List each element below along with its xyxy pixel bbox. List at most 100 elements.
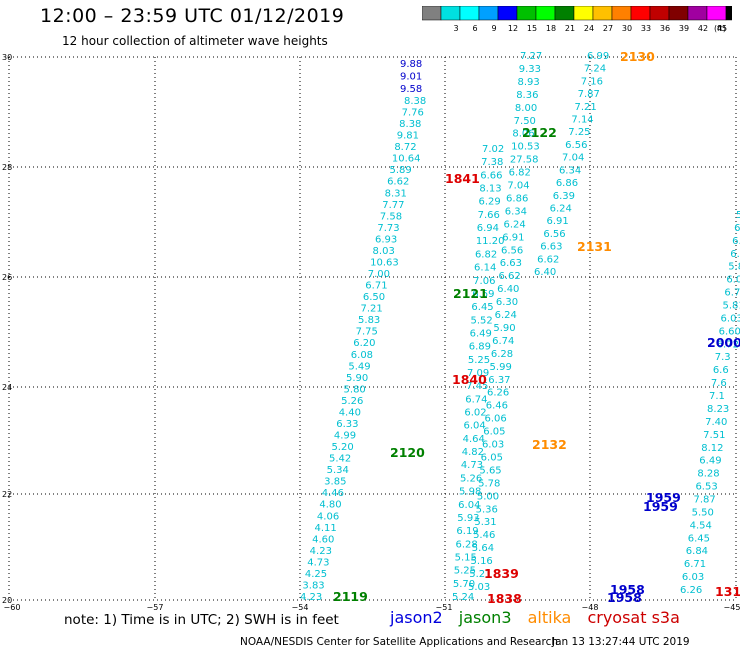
wave-height-value: 6.6	[713, 365, 729, 376]
pass-time-label: 1958	[607, 590, 642, 605]
wave-height-value: 6.45	[688, 533, 710, 544]
wave-height-value: 5.64	[472, 543, 494, 554]
wave-height-value: 9.01	[400, 72, 422, 83]
wave-height-value: 6.26	[680, 585, 702, 596]
wave-height-value: 6.84	[686, 546, 708, 557]
longitude-tick-label: −54	[292, 603, 309, 610]
wave-height-value: 5.99	[490, 362, 512, 373]
wave-height-value: 4.23	[310, 546, 332, 557]
wave-height-value: 6.45	[471, 302, 493, 313]
wave-height-value: 6.28	[456, 539, 478, 550]
color-scale-label: 42	[698, 24, 708, 33]
wave-height-value: 6.60	[719, 326, 740, 337]
wave-height-value: 8.31	[385, 188, 407, 199]
wave-height-value: 7.50	[514, 116, 536, 127]
wave-height-value: 9.33	[519, 64, 541, 75]
wave-height-value: 4.73	[307, 557, 329, 568]
wave-height-value: 8.72	[394, 142, 416, 153]
wave-height-value: 7.1	[709, 391, 725, 402]
wave-height-value: 6.34	[505, 206, 527, 217]
wave-height-value: 6.04	[463, 421, 485, 432]
legend-jason3: jason3	[458, 608, 512, 627]
wave-height-value: 8.93	[517, 77, 539, 88]
wave-height-value: 4.60	[312, 534, 334, 545]
wave-height-value: 6.05	[481, 452, 503, 463]
wave-height-value: 7.06	[473, 276, 495, 287]
wave-height-value: 6.33	[336, 419, 358, 430]
wave-height-value: 4.82	[462, 447, 484, 458]
page-title: 12:00 – 23:59 UTC 01/12/2019	[40, 5, 345, 27]
legend-cryosat-s3a: cryosat s3a	[587, 608, 680, 627]
wave-height-value: 7.40	[705, 417, 727, 428]
wave-height-value: 7.00	[368, 269, 390, 280]
wave-height-value: 7.76	[402, 108, 424, 119]
wave-height-value: 6.14	[474, 263, 496, 274]
wave-height-value: 7.16	[581, 76, 603, 87]
wave-height-value: 6.06	[484, 414, 506, 425]
footer-note: note: 1) Time is in UTC; 2) SWH is in fe…	[64, 612, 339, 628]
wave-height-value: 6.71	[724, 288, 740, 299]
latitude-tick-label: 26	[2, 273, 12, 282]
wave-height-value: 8.13	[479, 184, 501, 195]
wave-height-value: 5.70	[453, 579, 475, 590]
wave-height-value: 6.26	[487, 388, 509, 399]
pass-labels: 2130 2122 1841 2131 2121 2000 1840 2132 2120 1959…	[333, 49, 740, 606]
wave-height-value: 6.04	[458, 500, 480, 511]
color-scale-label: 30	[622, 24, 632, 33]
wave-height-value: 4.25	[305, 569, 327, 580]
wave-height-value: 6.56	[501, 245, 523, 256]
wave-height-value: 6.34	[559, 165, 581, 176]
color-scale-label: 21	[565, 24, 575, 33]
wave-height-value: 6.03	[721, 313, 740, 324]
wave-height-value: 4.11	[315, 523, 337, 534]
wave-height-value: 6.49	[470, 328, 492, 339]
wave-height-value: 4.64	[463, 434, 485, 445]
footer-credit: NOAA/NESDIS Center for Satellite Applica…	[240, 636, 558, 648]
wave-height-value: 7.3	[715, 352, 731, 363]
wave-height-value: 7.27	[520, 51, 542, 62]
wave-height-value: 7.21	[575, 102, 597, 113]
pass-time-label: 1840	[452, 372, 487, 387]
wave-height-value: 7.51	[703, 430, 725, 441]
color-scale-label: 3	[453, 24, 458, 33]
wave-height-value: 4.99	[334, 431, 356, 442]
wave-height-value: 4.40	[339, 407, 361, 418]
wave-height-value: 6.50	[363, 292, 385, 303]
wave-height-value: 5.15	[455, 552, 477, 563]
wave-height-value: 5.34	[327, 465, 349, 476]
wave-height-value: 8.38	[399, 119, 421, 130]
pass-time-label: 2130	[620, 49, 655, 64]
wave-height-value: 6.24	[504, 219, 526, 230]
wave-height-value: 6.24	[495, 310, 517, 321]
wave-height-value: 10.53	[511, 142, 540, 153]
color-scale-label: 36	[660, 24, 670, 33]
color-scale-label: 33	[641, 24, 651, 33]
wave-height-value: 6.59	[472, 289, 494, 300]
wave-height-value: 7.21	[360, 304, 382, 315]
wave-height-value: 6.71	[365, 281, 387, 292]
wave-height-value: 6.53	[695, 482, 717, 493]
wave-height-value: 6.74	[465, 394, 487, 405]
wave-height-value: 8.06	[512, 129, 534, 140]
wave-height-value: 6.91	[502, 232, 524, 243]
wave-height-value: 6.94	[477, 223, 499, 234]
wave-height-value: 7.6	[711, 378, 727, 389]
wave-height-value: 6.86	[556, 178, 578, 189]
wave-height-value: 8.23	[707, 404, 729, 415]
wave-height-value: 6.28	[491, 349, 513, 360]
wave-height-value: 5.21	[469, 569, 491, 580]
wave-height-value: 6.66	[480, 170, 502, 181]
latitude-tick-label: 28	[2, 163, 12, 172]
wave-height-value: 6.37	[488, 375, 510, 386]
wave-height-value: 6.02	[464, 408, 486, 419]
latitude-tick-label: 22	[2, 490, 12, 499]
wave-height-value: 6.44	[732, 236, 740, 247]
color-scale-label: 45	[717, 24, 727, 33]
longitude-tick-label: −51	[436, 603, 453, 610]
color-scale-label: 27	[603, 24, 613, 33]
wave-height-value: 6.39	[553, 191, 575, 202]
wave-height-value: 4.46	[322, 488, 344, 499]
wave-height-value: 5.03	[468, 582, 490, 593]
wave-height-value: 5.81	[722, 301, 740, 312]
